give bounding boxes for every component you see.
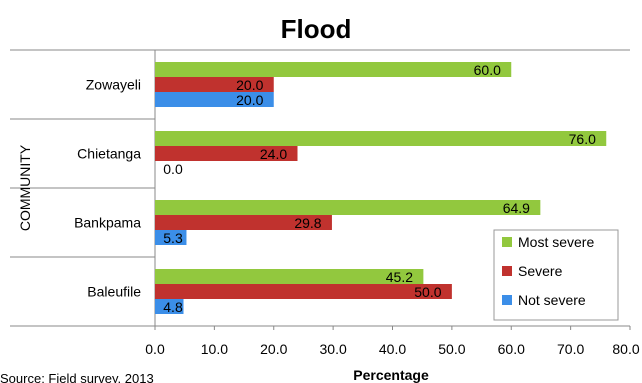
bar-most-severe-chietanga <box>155 131 607 146</box>
bar-not-severe-zowayeli <box>155 92 274 107</box>
source-note: Source: Field survey, 2013 <box>0 371 154 383</box>
data-label: 64.9 <box>503 200 530 216</box>
data-label: 50.0 <box>414 284 441 300</box>
legend-entry: Most severe <box>518 234 594 250</box>
bar-severe-bankpama <box>155 215 332 230</box>
x-tick-label: 30.0 <box>320 341 347 357</box>
x-tick-label: 40.0 <box>379 341 406 357</box>
chart-title: Flood <box>281 14 352 44</box>
data-label: 20.0 <box>236 77 263 93</box>
legend-swatch <box>502 237 512 247</box>
x-tick-label: 10.0 <box>201 341 228 357</box>
legend-entry: Not severe <box>518 292 586 308</box>
data-label: 45.2 <box>386 269 413 285</box>
x-tick-label: 70.0 <box>557 341 584 357</box>
bar-most-severe-bankpama <box>155 200 541 215</box>
x-tick-label: 50.0 <box>438 341 465 357</box>
category-label: Baleufile <box>87 284 141 300</box>
data-label: 20.0 <box>236 92 263 108</box>
category-label: Chietanga <box>77 146 141 162</box>
y-axis-title: COMMUNITY <box>17 144 33 231</box>
bar-severe-zowayeli <box>155 77 274 92</box>
x-tick-label: 0.0 <box>145 341 165 357</box>
legend-entry: Severe <box>518 263 563 279</box>
bar-not-severe-bankpama <box>155 230 187 245</box>
data-label: 60.0 <box>474 62 501 78</box>
x-tick-label: 20.0 <box>260 341 287 357</box>
legend-swatch <box>502 295 512 305</box>
category-label: Zowayeli <box>86 77 141 93</box>
bar-severe-chietanga <box>155 146 298 161</box>
legend-swatch <box>502 266 512 276</box>
bar-not-severe-baleufile <box>155 299 184 314</box>
data-label: 29.8 <box>294 215 321 231</box>
x-tick-label: 60.0 <box>498 341 525 357</box>
x-axis-title: Percentage <box>353 367 429 383</box>
bar-most-severe-baleufile <box>155 269 424 284</box>
legend: Most severe Severe Not severe <box>493 229 619 321</box>
data-label: 0.0 <box>163 161 183 177</box>
data-label: 5.3 <box>163 230 183 246</box>
bar-most-severe-zowayeli <box>155 62 512 77</box>
x-tick-label: 80.0 <box>612 341 639 357</box>
data-label: 76.0 <box>569 131 596 147</box>
bar-severe-baleufile <box>155 284 452 299</box>
legend-box <box>493 229 619 321</box>
data-label: 4.8 <box>163 299 183 315</box>
category-labels: Zowayeli Chietanga Bankpama Baleufile <box>74 77 141 300</box>
bars: 60.0 20.020.0 76.0 24.0 0.0 64.9 29.8 5.3 45.250… <box>155 62 607 315</box>
x-tick-labels: 0.0 10.0 20.0 30.0 40.0 50.0 60.0 70.0 80.0 <box>145 326 640 357</box>
data-label: 24.0 <box>260 146 287 162</box>
category-label: Bankpama <box>74 215 141 231</box>
